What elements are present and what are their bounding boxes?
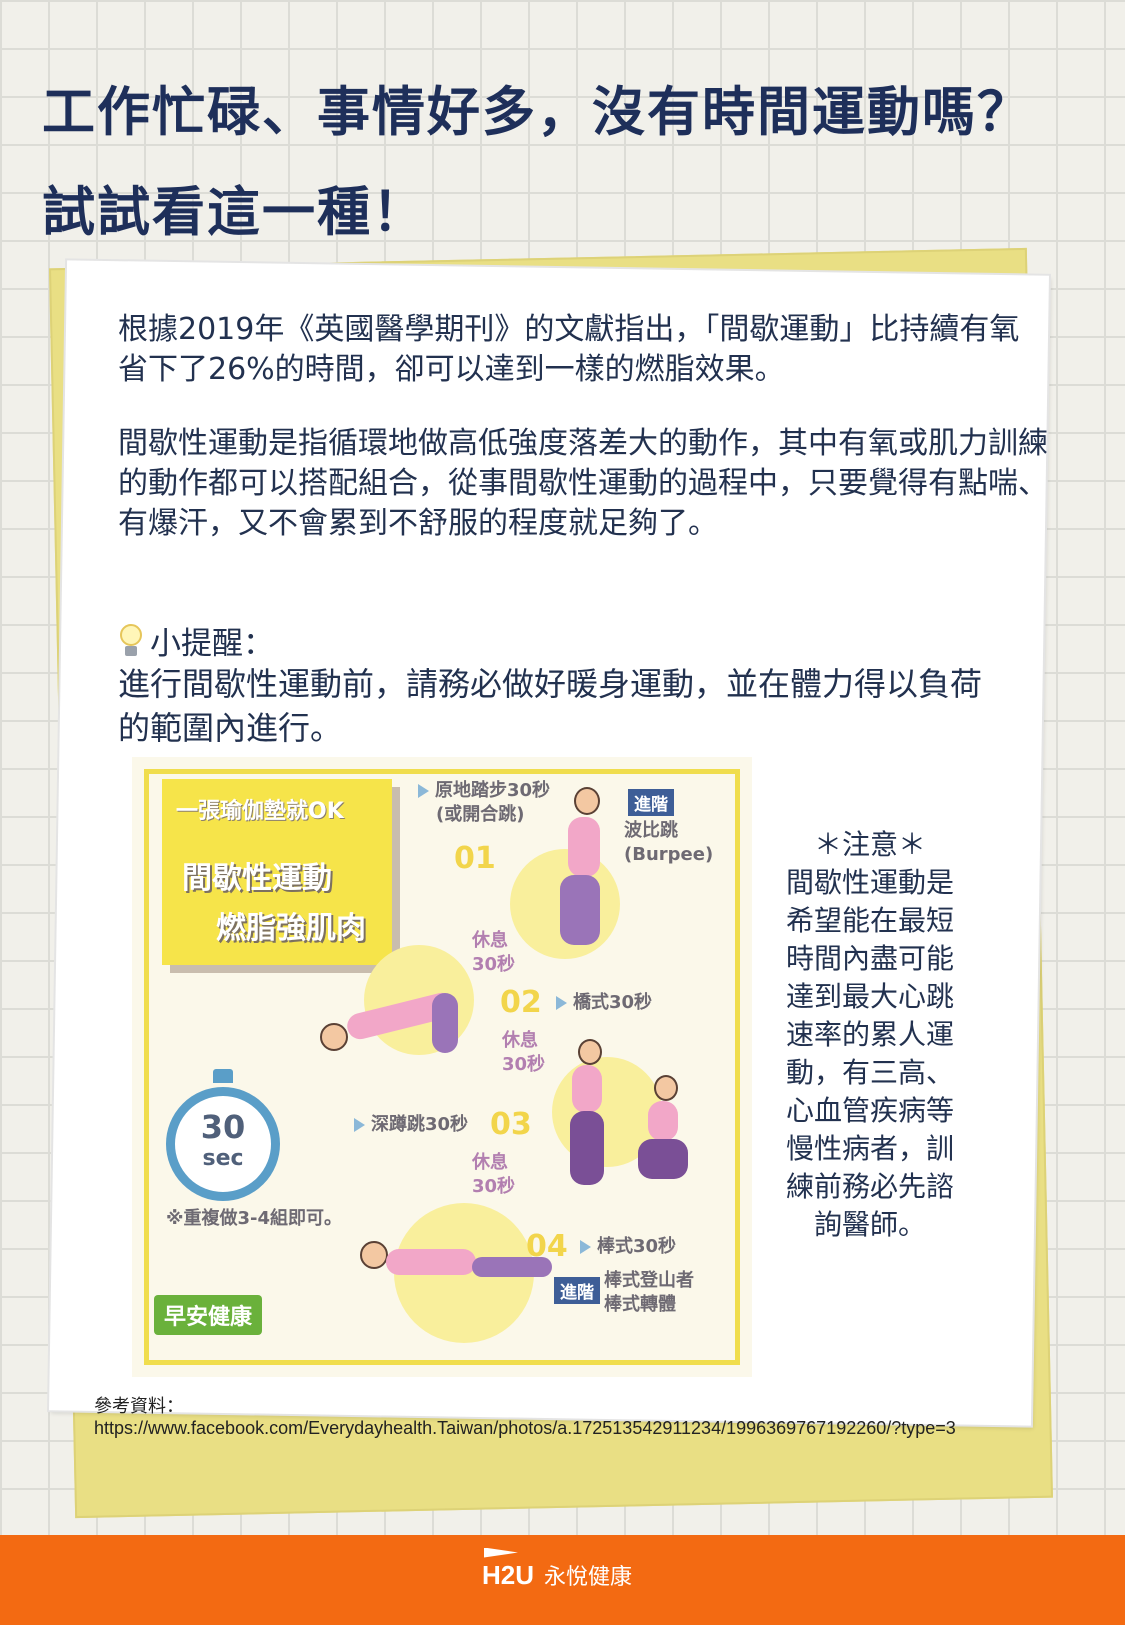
footer-bar: H2U 永悅健康	[0, 1535, 1125, 1625]
step1-advanced-tag: 進階	[628, 789, 674, 816]
bridge-figure-head	[320, 1023, 348, 1051]
step4-advanced-2: 棒式轉體	[604, 1294, 676, 1315]
caution-line: 練前務必先諮	[785, 1170, 954, 1203]
tip-title: 小提醒：	[150, 626, 274, 662]
play-arrow-icon	[354, 1118, 365, 1132]
exercise-infographic: 一張瑜伽墊就OK 間歇性運動 燃脂強肌肉 原地踏步30秒 (或開合跳) 01 進…	[132, 757, 752, 1377]
plank-figure-body	[386, 1249, 476, 1275]
runner-figure-shirt	[568, 817, 600, 877]
tip-text: 進行間歇性運動前，請務必做好暖身運動，並在體力得以負荷的範圍內進行。	[118, 665, 983, 747]
h2u-mark: H2U	[482, 1547, 534, 1591]
step3-label: 深蹲跳30秒	[354, 1113, 468, 1137]
timer-value: 30	[200, 1108, 246, 1146]
infographic-frame	[144, 769, 740, 1365]
caution-line: 動，有三高、	[785, 1056, 954, 1089]
step2-number: 02	[500, 985, 542, 1020]
reference-label: 參考資料：	[94, 1396, 184, 1416]
squat-figure-shirt	[572, 1065, 602, 1113]
paragraph-study: 根據2019年《英國醫學期刊》的文獻指出，「間歇運動」比持續有氧省下了26%的時…	[118, 312, 1020, 387]
timer-unit: sec	[202, 1146, 244, 1171]
squat-figure-2-shirt	[648, 1101, 678, 1141]
rest-time-2: 30秒	[502, 1054, 546, 1075]
play-arrow-icon	[418, 784, 429, 798]
step1-advanced-sub: (Burpee)	[624, 844, 714, 865]
plank-figure-legs	[472, 1257, 552, 1277]
banner-subtitle: 燃脂強肌肉	[216, 911, 366, 946]
tip-heading: 小提醒：	[118, 618, 274, 663]
rest-time-3: 30秒	[472, 1176, 516, 1197]
caution-title: ＊注意＊	[813, 828, 926, 861]
squat-figure-legs	[570, 1111, 604, 1185]
caution-line: 時間內盡可能	[785, 942, 954, 975]
caution-line: 希望能在最短	[785, 904, 954, 937]
rest-label-1: 休息	[472, 930, 508, 951]
step4-advanced-tag: 進階	[554, 1277, 600, 1304]
repeat-note: ※重複做3-4組即可。	[166, 1208, 343, 1229]
banner-top-text: 一張瑜伽墊就OK	[176, 799, 344, 824]
squat-figure-head	[578, 1039, 602, 1065]
caution-note: ＊注意＊ 間歇性運動是 希望能在最短 時間內盡可能 達到最大心跳 速率的累人運 …	[770, 826, 970, 1244]
step4-advanced-1: 棒式登山者	[604, 1270, 694, 1291]
step4-label: 棒式30秒	[580, 1235, 676, 1259]
reference-link[interactable]: https://www.facebook.com/Everydayhealth.…	[94, 1418, 956, 1438]
step1-advanced-label: 波比跳	[624, 820, 678, 841]
caution-line: 慢性病者，訓	[785, 1132, 954, 1165]
rest-label-3: 休息	[472, 1152, 508, 1173]
caution-line: 達到最大心跳	[785, 980, 954, 1013]
step1-number: 01	[454, 841, 496, 876]
lightbulb-icon	[118, 622, 144, 660]
flag-icon	[484, 1547, 518, 1558]
play-arrow-icon	[580, 1240, 591, 1254]
caution-line: 詢醫師。	[813, 1208, 926, 1241]
h2u-brand-logo[interactable]: H2U 永悅健康	[482, 1547, 633, 1591]
caution-line: 心血管疾病等	[785, 1094, 954, 1127]
rest-time-1: 30秒	[472, 954, 516, 975]
brand-name: 永悅健康	[544, 1565, 633, 1590]
stopwatch-icon: 30 sec	[166, 1087, 280, 1201]
play-arrow-icon	[556, 996, 567, 1010]
step2-label: 橋式30秒	[556, 991, 652, 1015]
plank-figure-head	[360, 1241, 388, 1269]
paragraph-definition: 間歇性運動是指循環地做高低強度落差大的動作，其中有氧或肌力訓練的動作都可以搭配組…	[118, 426, 1048, 541]
infographic-banner: 一張瑜伽墊就OK 間歇性運動 燃脂強肌肉	[162, 779, 392, 965]
runner-figure-legs	[560, 875, 600, 945]
squat-figure-2-head	[654, 1075, 678, 1101]
squat-figure-2-legs	[638, 1139, 688, 1179]
step4-number: 04	[526, 1229, 568, 1264]
caution-line: 速率的累人運	[785, 1018, 954, 1051]
rest-label-2: 休息	[502, 1030, 538, 1051]
step1-label: 原地踏步30秒	[418, 779, 550, 803]
headline-line-2: 試試看這一種！	[42, 182, 427, 243]
step3-number: 03	[490, 1107, 532, 1142]
reference-block: 參考資料： https://www.facebook.com/Everydayh…	[94, 1395, 994, 1439]
runner-figure-head	[574, 787, 600, 815]
headline-line-1: 工作忙碌、事情好多，沒有時間運動嗎？	[42, 82, 1032, 143]
caution-line: 間歇性運動是	[785, 866, 954, 899]
bridge-figure-legs	[432, 993, 458, 1053]
everyday-health-logo: 早安健康	[154, 1295, 263, 1335]
stopwatch-button-icon	[213, 1069, 233, 1083]
banner-title: 間歇性運動	[182, 861, 332, 896]
step1-alt-label: (或開合跳)	[436, 804, 525, 825]
